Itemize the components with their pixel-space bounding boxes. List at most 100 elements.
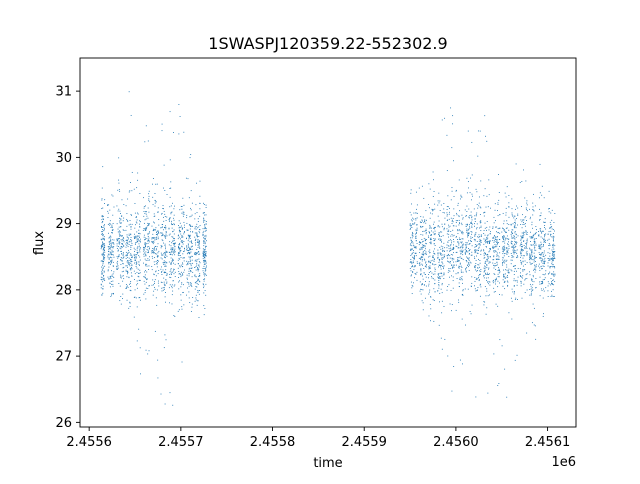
data-point xyxy=(458,282,460,284)
data-point xyxy=(112,275,114,277)
data-point xyxy=(552,252,554,254)
data-point xyxy=(468,259,470,261)
data-point xyxy=(155,271,157,273)
data-point xyxy=(441,223,443,225)
data-point xyxy=(471,276,473,278)
data-point xyxy=(195,276,197,278)
data-point xyxy=(552,258,554,260)
data-point xyxy=(467,234,469,236)
data-point xyxy=(130,237,132,238)
data-point xyxy=(461,242,462,244)
data-point xyxy=(470,177,472,179)
data-point xyxy=(470,286,472,287)
data-point xyxy=(483,230,485,231)
data-point xyxy=(475,251,477,253)
data-point xyxy=(498,256,500,258)
data-point xyxy=(520,243,522,245)
data-point xyxy=(410,270,412,272)
data-point xyxy=(534,238,536,240)
data-point xyxy=(533,239,535,241)
data-point xyxy=(535,287,537,288)
data-point xyxy=(126,213,128,215)
data-point xyxy=(458,219,460,221)
data-point xyxy=(165,269,167,271)
data-point xyxy=(484,188,486,190)
data-point xyxy=(433,264,435,266)
data-point xyxy=(153,228,155,230)
data-point xyxy=(478,264,480,266)
data-point xyxy=(416,229,418,231)
data-point xyxy=(122,267,124,269)
data-point xyxy=(164,284,166,286)
data-point xyxy=(440,266,442,268)
data-point xyxy=(532,259,534,261)
data-point xyxy=(542,283,544,285)
data-point xyxy=(506,238,508,240)
data-point xyxy=(551,273,553,275)
data-point xyxy=(451,242,452,244)
data-point xyxy=(549,228,551,229)
data-point xyxy=(544,257,546,259)
data-point xyxy=(506,275,508,277)
data-point xyxy=(147,233,149,234)
data-point xyxy=(152,248,154,249)
data-point xyxy=(147,225,148,227)
data-point xyxy=(122,220,124,222)
data-point xyxy=(411,248,413,250)
data-point xyxy=(534,325,536,327)
data-point xyxy=(510,259,512,261)
data-point xyxy=(189,247,190,249)
data-point xyxy=(448,218,450,220)
data-point xyxy=(438,192,440,194)
data-point xyxy=(143,276,145,278)
data-point xyxy=(101,199,103,201)
data-point xyxy=(480,240,482,242)
data-point xyxy=(459,256,461,258)
data-point xyxy=(177,238,179,240)
data-point xyxy=(523,255,525,257)
data-point xyxy=(147,258,149,260)
data-point xyxy=(423,254,425,256)
x-tick-label: 2.4561 xyxy=(525,435,571,450)
data-point xyxy=(548,211,550,213)
data-point xyxy=(521,277,523,279)
data-point xyxy=(145,254,147,256)
data-point xyxy=(497,215,499,217)
data-point xyxy=(497,385,499,387)
data-point xyxy=(552,244,554,246)
data-point xyxy=(129,282,131,284)
data-point xyxy=(429,255,431,257)
data-point xyxy=(143,239,145,241)
data-point xyxy=(157,243,159,245)
data-point xyxy=(519,251,521,253)
data-point xyxy=(194,253,196,255)
data-point xyxy=(543,238,545,240)
data-point xyxy=(438,261,440,263)
data-point xyxy=(515,242,516,244)
data-point xyxy=(136,187,138,189)
data-point xyxy=(169,217,171,219)
data-point xyxy=(440,231,441,233)
data-point xyxy=(172,242,174,244)
data-point xyxy=(414,273,416,275)
data-point xyxy=(489,226,491,228)
data-point xyxy=(440,265,442,266)
data-point xyxy=(523,283,525,285)
data-point xyxy=(495,283,496,285)
data-point xyxy=(434,227,435,228)
data-point xyxy=(419,265,421,266)
data-point xyxy=(165,272,167,273)
data-point xyxy=(101,253,103,255)
data-point xyxy=(448,248,450,250)
data-point xyxy=(510,242,512,244)
data-point xyxy=(552,255,554,257)
data-point xyxy=(203,261,205,263)
data-point xyxy=(131,255,133,257)
data-point xyxy=(156,232,157,233)
data-point xyxy=(415,230,417,232)
data-point xyxy=(461,196,463,198)
data-point xyxy=(466,229,468,231)
data-point xyxy=(166,262,168,264)
data-point xyxy=(172,280,174,282)
data-point xyxy=(170,248,172,250)
